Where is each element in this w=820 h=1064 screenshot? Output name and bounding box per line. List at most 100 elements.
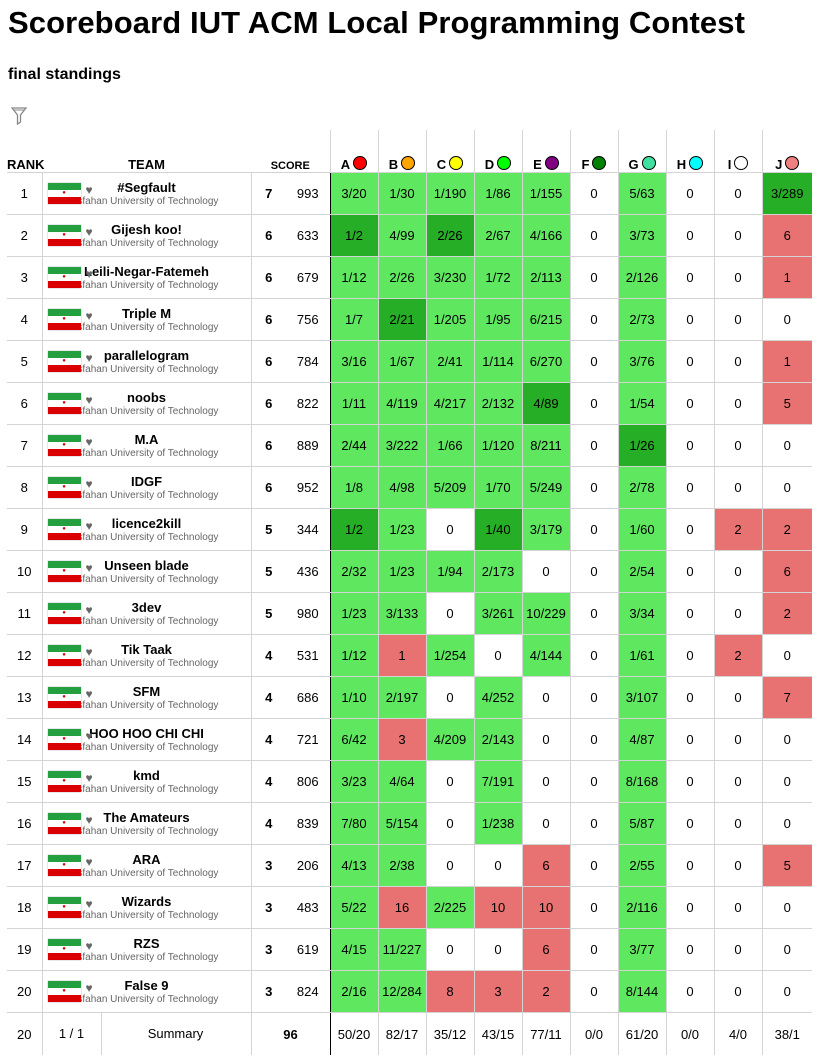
problem-cell-a[interactable]: 1/7 xyxy=(329,298,378,341)
problem-cell-g[interactable]: 1/54 xyxy=(617,382,666,425)
team-cell[interactable]: ● ♥ SFM Isfahan University of Technology xyxy=(42,676,251,719)
problem-cell-h[interactable]: 0 xyxy=(665,886,714,929)
problem-cell-e[interactable]: 10 xyxy=(521,886,570,929)
problem-cell-b[interactable]: 2/26 xyxy=(377,256,426,299)
problem-cell-a[interactable]: 1/23 xyxy=(329,592,378,635)
problem-cell-j[interactable]: 0 xyxy=(761,970,812,1013)
problem-cell-i[interactable]: 0 xyxy=(713,382,762,425)
problem-header-j[interactable]: J xyxy=(761,130,812,173)
problem-cell-a[interactable]: 6/42 xyxy=(329,718,378,761)
problem-cell-d[interactable]: 1/95 xyxy=(473,298,522,341)
problem-cell-g[interactable]: 5/63 xyxy=(617,172,666,215)
problem-cell-h[interactable]: 0 xyxy=(665,256,714,299)
team-row[interactable]: 13 ● ♥ SFM Isfahan University of Technology 4… xyxy=(7,676,812,719)
problem-cell-c[interactable]: 4/217 xyxy=(425,382,474,425)
problem-cell-c[interactable]: 3/230 xyxy=(425,256,474,299)
problem-cell-f[interactable]: 0 xyxy=(569,802,618,845)
heart-icon[interactable]: ♥ xyxy=(85,981,93,995)
problem-cell-c[interactable]: 1/94 xyxy=(425,550,474,593)
problem-cell-b[interactable]: 1/30 xyxy=(377,172,426,215)
problem-cell-d[interactable]: 0 xyxy=(473,844,522,887)
problem-cell-b[interactable]: 4/119 xyxy=(377,382,426,425)
team-cell[interactable]: ● ♥ IDGF Isfahan University of Technology xyxy=(42,466,251,509)
problem-cell-c[interactable]: 0 xyxy=(425,844,474,887)
problem-cell-e[interactable]: 6 xyxy=(521,928,570,971)
problem-header-a[interactable]: A xyxy=(329,130,378,173)
problem-cell-d[interactable]: 1/72 xyxy=(473,256,522,299)
problem-cell-d[interactable]: 2/173 xyxy=(473,550,522,593)
problem-cell-h[interactable]: 0 xyxy=(665,214,714,257)
problem-cell-g[interactable]: 3/73 xyxy=(617,214,666,257)
heart-icon[interactable]: ♥ xyxy=(85,855,93,869)
problem-cell-c[interactable]: 1/254 xyxy=(425,634,474,677)
problem-cell-i[interactable]: 0 xyxy=(713,172,762,215)
problem-cell-f[interactable]: 0 xyxy=(569,928,618,971)
problem-cell-e[interactable]: 6/270 xyxy=(521,340,570,383)
heart-icon[interactable]: ♥ xyxy=(85,897,93,911)
problem-cell-b[interactable]: 4/99 xyxy=(377,214,426,257)
problem-cell-j[interactable]: 0 xyxy=(761,634,812,677)
problem-cell-j[interactable]: 1 xyxy=(761,340,812,383)
problem-cell-a[interactable]: 1/12 xyxy=(329,634,378,677)
heart-icon[interactable]: ♥ xyxy=(85,351,93,365)
problem-cell-g[interactable]: 1/26 xyxy=(617,424,666,467)
team-cell[interactable]: ● ♥ kmd Isfahan University of Technology xyxy=(42,760,251,803)
problem-cell-j[interactable]: 3/289 xyxy=(761,172,812,215)
team-row[interactable]: 9 ● ♥ licence2kill Isfahan University of Tec… xyxy=(7,508,812,551)
problem-cell-i[interactable]: 0 xyxy=(713,214,762,257)
problem-cell-i[interactable]: 0 xyxy=(713,718,762,761)
problem-cell-d[interactable]: 1/238 xyxy=(473,802,522,845)
team-cell[interactable]: ● ♥ Gijesh koo! Isfahan University of Techn… xyxy=(42,214,251,257)
problem-cell-c[interactable]: 0 xyxy=(425,802,474,845)
team-row[interactable]: 7 ● ♥ M.A Isfahan University of Technology 6 8… xyxy=(7,424,812,467)
heart-icon[interactable]: ♥ xyxy=(85,561,93,575)
problem-cell-g[interactable]: 1/60 xyxy=(617,508,666,551)
heart-icon[interactable]: ♥ xyxy=(85,477,93,491)
team-row[interactable]: 2 ● ♥ Gijesh koo! Isfahan University of Tech… xyxy=(7,214,812,257)
heart-icon[interactable]: ♥ xyxy=(85,519,93,533)
team-row[interactable]: 14 ● ♥ HOO HOO CHI CHI Isfahan University of… xyxy=(7,718,812,761)
team-row[interactable]: 20 ● ♥ False 9 Isfahan University of Technol… xyxy=(7,970,812,1013)
heart-icon[interactable]: ♥ xyxy=(85,309,93,323)
filter-icon[interactable] xyxy=(11,107,27,125)
problem-cell-e[interactable]: 0 xyxy=(521,550,570,593)
problem-cell-d[interactable]: 3 xyxy=(473,970,522,1013)
problem-cell-j[interactable]: 0 xyxy=(761,718,812,761)
problem-cell-d[interactable]: 3/261 xyxy=(473,592,522,635)
problem-cell-e[interactable]: 4/89 xyxy=(521,382,570,425)
problem-cell-a[interactable]: 1/11 xyxy=(329,382,378,425)
team-cell[interactable]: ● ♥ 3dev Isfahan University of Technology xyxy=(42,592,251,635)
team-row[interactable]: 11 ● ♥ 3dev Isfahan University of Technology… xyxy=(7,592,812,635)
problem-cell-d[interactable]: 10 xyxy=(473,886,522,929)
team-row[interactable]: 12 ● ♥ Tik Taak Isfahan University of Techno… xyxy=(7,634,812,677)
problem-cell-i[interactable]: 0 xyxy=(713,760,762,803)
problem-cell-b[interactable]: 3 xyxy=(377,718,426,761)
problem-cell-g[interactable]: 4/87 xyxy=(617,718,666,761)
heart-icon[interactable]: ♥ xyxy=(85,183,93,197)
problem-cell-b[interactable]: 5/154 xyxy=(377,802,426,845)
problem-cell-b[interactable]: 4/98 xyxy=(377,466,426,509)
problem-cell-i[interactable]: 0 xyxy=(713,802,762,845)
problem-cell-c[interactable]: 1/205 xyxy=(425,298,474,341)
heart-icon[interactable]: ♥ xyxy=(85,225,93,239)
problem-cell-e[interactable]: 2 xyxy=(521,970,570,1013)
problem-cell-b[interactable]: 4/64 xyxy=(377,760,426,803)
team-cell[interactable]: ● ♥ Wizards Isfahan University of Technolog… xyxy=(42,886,251,929)
problem-cell-j[interactable]: 6 xyxy=(761,550,812,593)
problem-cell-d[interactable]: 7/191 xyxy=(473,760,522,803)
problem-cell-j[interactable]: 0 xyxy=(761,928,812,971)
problem-cell-h[interactable]: 0 xyxy=(665,760,714,803)
heart-icon[interactable]: ♥ xyxy=(85,813,93,827)
problem-cell-c[interactable]: 2/225 xyxy=(425,886,474,929)
problem-cell-f[interactable]: 0 xyxy=(569,550,618,593)
problem-cell-a[interactable]: 1/12 xyxy=(329,256,378,299)
team-row[interactable]: 16 ● ♥ The Amateurs Isfahan University of Te… xyxy=(7,802,812,845)
problem-cell-b[interactable]: 11/227 xyxy=(377,928,426,971)
problem-cell-h[interactable]: 0 xyxy=(665,634,714,677)
heart-icon[interactable]: ♥ xyxy=(85,687,93,701)
problem-cell-j[interactable]: 0 xyxy=(761,760,812,803)
problem-cell-h[interactable]: 0 xyxy=(665,340,714,383)
problem-cell-d[interactable]: 1/40 xyxy=(473,508,522,551)
problem-cell-e[interactable]: 6/215 xyxy=(521,298,570,341)
problem-cell-g[interactable]: 3/77 xyxy=(617,928,666,971)
